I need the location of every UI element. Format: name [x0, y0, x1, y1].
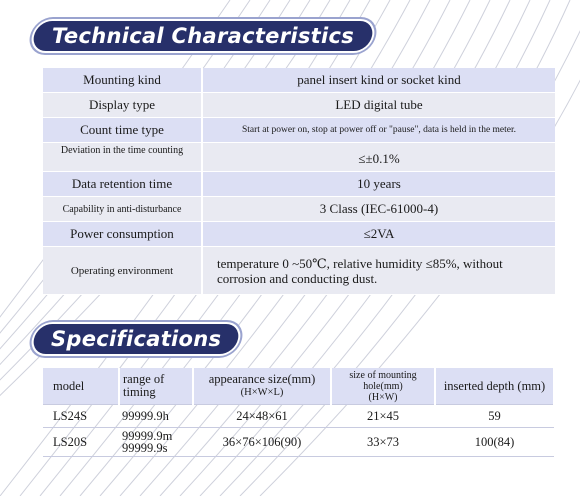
cell-range: 99999.9m 99999.9s [119, 427, 193, 457]
cell-appearance: 24×48×61 [193, 404, 331, 428]
technical-characteristics-table: Mounting kind panel insert kind or socke… [43, 68, 555, 295]
cell-range: 99999.9h [119, 404, 193, 428]
row-value: ≤±0.1% [202, 142, 555, 172]
cell-range-line: 99999.9s [122, 441, 168, 455]
header-hole-label: size of mounting hole(mm) [349, 369, 417, 392]
specifications-title: Specifications [50, 327, 222, 351]
header-appearance: appearance size(mm) (H×W×L) [193, 368, 332, 405]
row-value: temperature 0 ~50℃, relative humidity ≤8… [202, 246, 555, 295]
cell-model: LS24S [43, 404, 119, 428]
row-value: panel insert kind or socket kind [202, 68, 555, 93]
technical-characteristics-title: Technical Characteristics [51, 24, 355, 48]
row-label: Capability in anti-disturbance [43, 196, 203, 222]
table-row: Capability in anti-disturbance 3 Class (… [43, 196, 555, 222]
header-range: range of timing [119, 368, 194, 405]
header-appearance-label: appearance size(mm) [208, 372, 316, 386]
header-depth: inserted depth (mm) [435, 368, 555, 405]
cell-range-line: 99999.9m [122, 429, 173, 443]
cell-appearance: 36×76×106(90) [193, 427, 331, 457]
header-appearance-sub: (H×W×L) [240, 387, 284, 398]
table-row: Operating environment temperature 0 ~50℃… [43, 246, 555, 295]
table-row: Power consumption ≤2VA [43, 221, 555, 247]
cell-hole: 33×73 [331, 427, 435, 457]
table-row: Count time type Start at power on, stop … [43, 117, 555, 143]
row-value: ≤2VA [202, 221, 555, 247]
specifications-banner: Specifications [30, 324, 242, 354]
header-hole: size of mounting hole(mm) (H×W) [331, 368, 436, 405]
table-row: LS20S 99999.9m 99999.9s 36×76×106(90) 33… [43, 427, 554, 457]
table-row: Mounting kind panel insert kind or socke… [43, 68, 555, 93]
cell-model: LS20S [43, 427, 119, 457]
header-hole-sub: (H×W) [368, 391, 398, 403]
row-value: 10 years [202, 171, 555, 197]
row-label: Deviation in the time counting [43, 142, 203, 172]
cell-depth: 100(84) [435, 427, 554, 457]
header-model: model [43, 368, 120, 405]
row-label: Operating environment [43, 246, 203, 295]
cell-hole: 21×45 [331, 404, 435, 428]
table-row: LS24S 99999.9h 24×48×61 21×45 59 [43, 404, 554, 428]
row-label: Data retention time [43, 171, 203, 197]
row-label: Mounting kind [43, 68, 203, 93]
row-label: Count time type [43, 117, 203, 143]
table-row: Display type LED digital tube [43, 92, 555, 118]
row-value: Start at power on, stop at power off or … [202, 117, 555, 143]
specifications-table: model range of timing appearance size(mm… [43, 368, 555, 457]
table-header-row: model range of timing appearance size(mm… [43, 368, 555, 405]
technical-characteristics-banner: Technical Characteristics [30, 21, 376, 51]
row-label: Power consumption [43, 221, 203, 247]
table-row: Deviation in the time counting ≤±0.1% [43, 142, 555, 172]
table-row: Data retention time 10 years [43, 171, 555, 197]
cell-depth: 59 [435, 404, 554, 428]
row-label: Display type [43, 92, 203, 118]
row-value: LED digital tube [202, 92, 555, 118]
row-value: 3 Class (IEC-61000-4) [202, 196, 555, 222]
